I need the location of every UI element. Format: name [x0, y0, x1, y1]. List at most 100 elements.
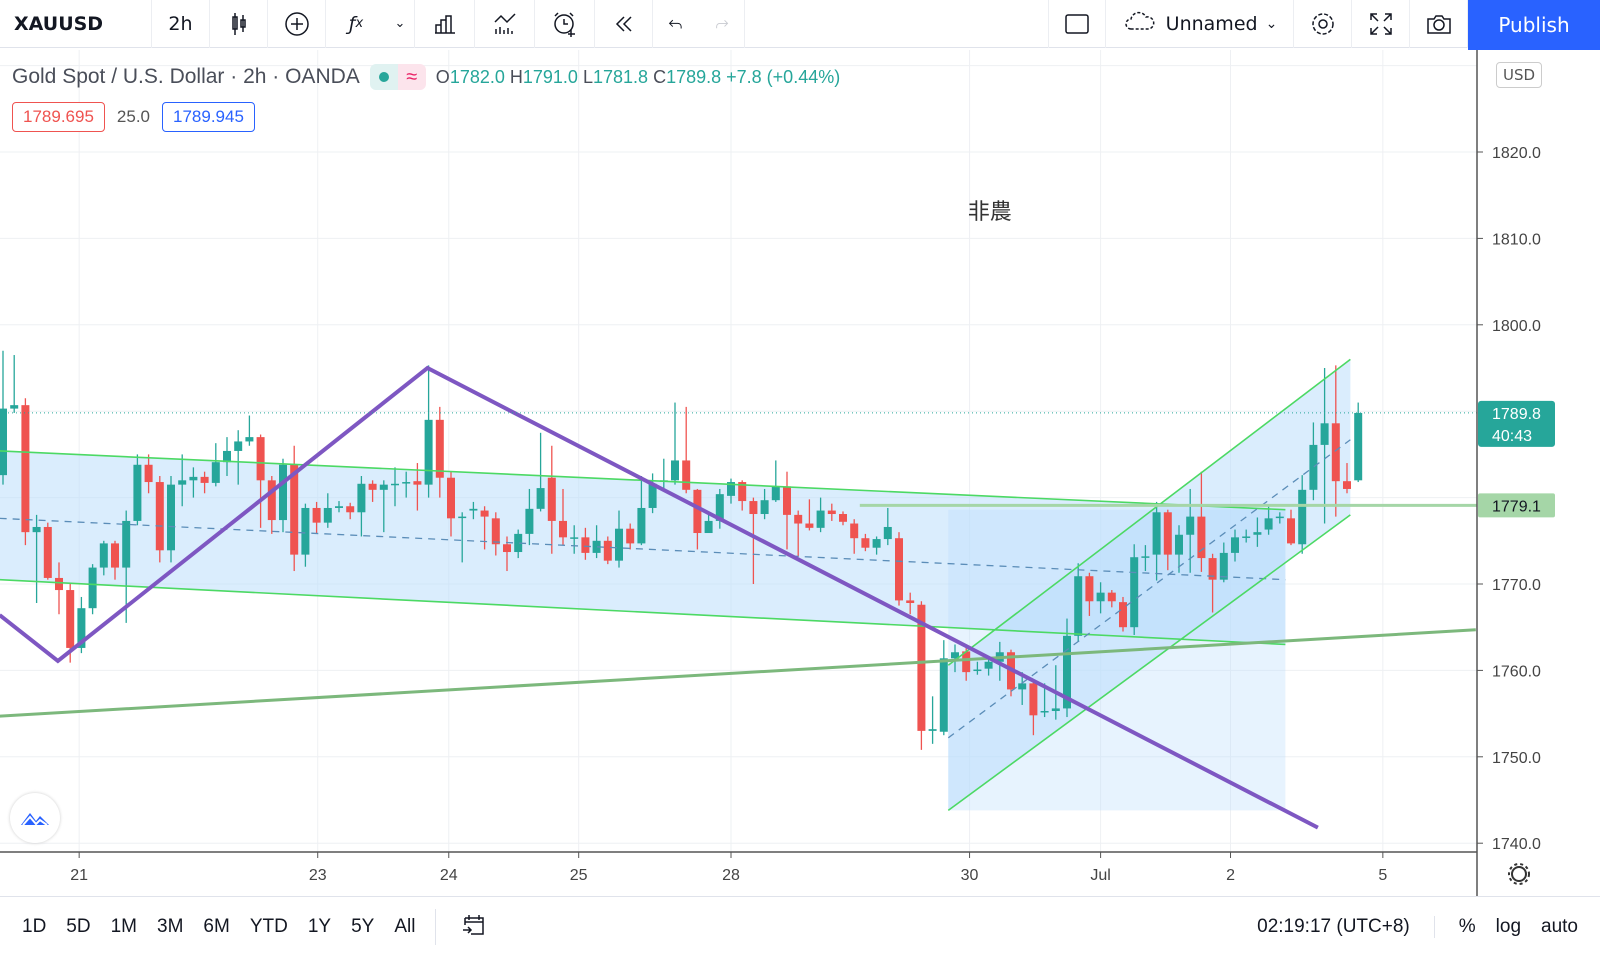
redo-icon[interactable]	[699, 0, 745, 48]
candle-body	[1085, 576, 1094, 602]
candle	[749, 497, 758, 584]
price-tick-label: 1750.0	[1492, 750, 1541, 767]
auto-scale-toggle[interactable]: auto	[1541, 915, 1578, 937]
chevron-down-icon: ⌄	[1265, 15, 1278, 32]
layout-name-button[interactable]: Unnamed ⌄	[1106, 0, 1294, 48]
candle-body	[962, 651, 971, 673]
candle-body	[951, 652, 959, 659]
candle-body	[223, 450, 231, 463]
channel-2-mid-line[interactable]	[947, 439, 1351, 739]
clock-timezone[interactable]: 02:19:17 (UTC+8)	[1247, 915, 1435, 938]
candle-body	[357, 483, 366, 513]
candle	[592, 525, 601, 559]
candle-body	[1343, 481, 1351, 489]
candle	[279, 458, 287, 533]
market-status[interactable]: ≈	[369, 64, 426, 90]
range-button-5d[interactable]: 5D	[66, 915, 91, 937]
horizontal-level-value: 1779.1	[1492, 498, 1541, 515]
candle	[111, 540, 119, 580]
currency-label[interactable]: USD	[1496, 62, 1543, 88]
camera-icon[interactable]	[1410, 0, 1468, 48]
range-button-all[interactable]: All	[394, 915, 416, 937]
price-chart[interactable]: 1820.0 1810.0 1800.0 1770.0 1760.0 1750.0 1740…	[0, 0, 1600, 896]
candle-body	[536, 488, 545, 509]
annotation-text[interactable]: 非農	[968, 200, 1012, 225]
candle	[1287, 509, 1295, 546]
candle-body	[1275, 516, 1284, 519]
support-trend-line[interactable]	[0, 628, 1476, 718]
goto-date-calendar-icon[interactable]	[436, 911, 512, 943]
interval-button[interactable]: 2h	[152, 0, 210, 48]
gear-icon[interactable]	[1294, 0, 1352, 48]
candle-body	[928, 729, 937, 731]
candle-body	[1231, 537, 1239, 553]
candle-body	[827, 510, 836, 515]
buy-button[interactable]: 1789.945	[162, 102, 255, 132]
tradingview-logo-icon[interactable]	[10, 793, 60, 843]
undo-icon[interactable]	[653, 0, 699, 48]
candle	[693, 488, 702, 550]
range-button-3m[interactable]: 3M	[157, 915, 184, 937]
candle	[256, 434, 265, 528]
channel-1-mid-line[interactable]	[0, 517, 1286, 581]
range-button-5y[interactable]: 5Y	[351, 915, 375, 937]
candles-icon[interactable]	[210, 0, 268, 48]
candle-body	[1119, 602, 1127, 628]
candle-body	[850, 523, 859, 539]
candle	[346, 502, 355, 520]
candle-body	[1018, 683, 1027, 690]
candle	[480, 506, 489, 550]
price-tick-label: 1740.0	[1492, 836, 1541, 853]
candle-body	[379, 484, 388, 490]
chart-settings-gear-icon[interactable]	[1508, 863, 1530, 885]
candle-body	[234, 441, 243, 451]
range-button-1d[interactable]: 1D	[22, 915, 47, 937]
fullscreen-icon[interactable]	[1352, 0, 1410, 48]
range-button-1m[interactable]: 1M	[110, 915, 137, 937]
alert-clock-icon[interactable]	[535, 0, 595, 48]
candle	[211, 443, 220, 487]
symbol-search[interactable]: XAUUSD	[0, 0, 152, 48]
candle-body	[55, 577, 63, 591]
range-button-1y[interactable]: 1Y	[307, 915, 332, 937]
candle-body	[648, 483, 657, 508]
candle-body	[1219, 552, 1228, 580]
chevron-down-icon[interactable]: ⌄	[386, 0, 415, 48]
candle-body	[1063, 635, 1071, 709]
candle	[1298, 475, 1307, 554]
symbol-title[interactable]: Gold Spot / U.S. Dollar · 2h · OANDA	[12, 65, 360, 88]
channel-1-fill	[0, 450, 1286, 645]
percent-scale-toggle[interactable]: %	[1458, 915, 1476, 937]
range-button-ytd[interactable]: YTD	[249, 915, 288, 937]
candle	[133, 454, 142, 526]
candle-body	[1309, 444, 1318, 490]
zigzag-trend-line[interactable]	[0, 365, 1319, 830]
publish-button[interactable]: Publish	[1468, 0, 1600, 50]
sell-button[interactable]: 1789.695	[12, 102, 105, 132]
candle-body	[323, 507, 332, 523]
candle	[200, 471, 209, 494]
range-button-6m[interactable]: 6M	[203, 915, 230, 937]
channel-1-lower-line[interactable]	[0, 578, 1286, 646]
candle-body	[682, 460, 691, 490]
bar-chart-icon[interactable]	[415, 0, 475, 48]
market-open-dot-icon	[369, 64, 398, 90]
compare-icon[interactable]	[475, 0, 535, 48]
candle-body	[514, 533, 523, 553]
candle	[379, 480, 388, 533]
replay-icon[interactable]	[595, 0, 653, 48]
time-tick-label: 28	[722, 867, 740, 884]
channel-2-upper-line[interactable]	[947, 358, 1351, 666]
candle-body	[447, 477, 455, 519]
trade-quotes: 1789.695 25.0 1789.945	[12, 102, 255, 132]
plus-circle-icon[interactable]	[268, 0, 326, 48]
log-scale-toggle[interactable]: log	[1495, 915, 1522, 937]
candle	[816, 497, 825, 533]
candle-body	[581, 537, 590, 553]
channel-2-lower-line[interactable]	[947, 514, 1351, 812]
rectangle-icon[interactable]	[1048, 0, 1106, 48]
candle	[973, 661, 982, 675]
candle-body	[133, 464, 142, 521]
candle	[43, 522, 52, 580]
